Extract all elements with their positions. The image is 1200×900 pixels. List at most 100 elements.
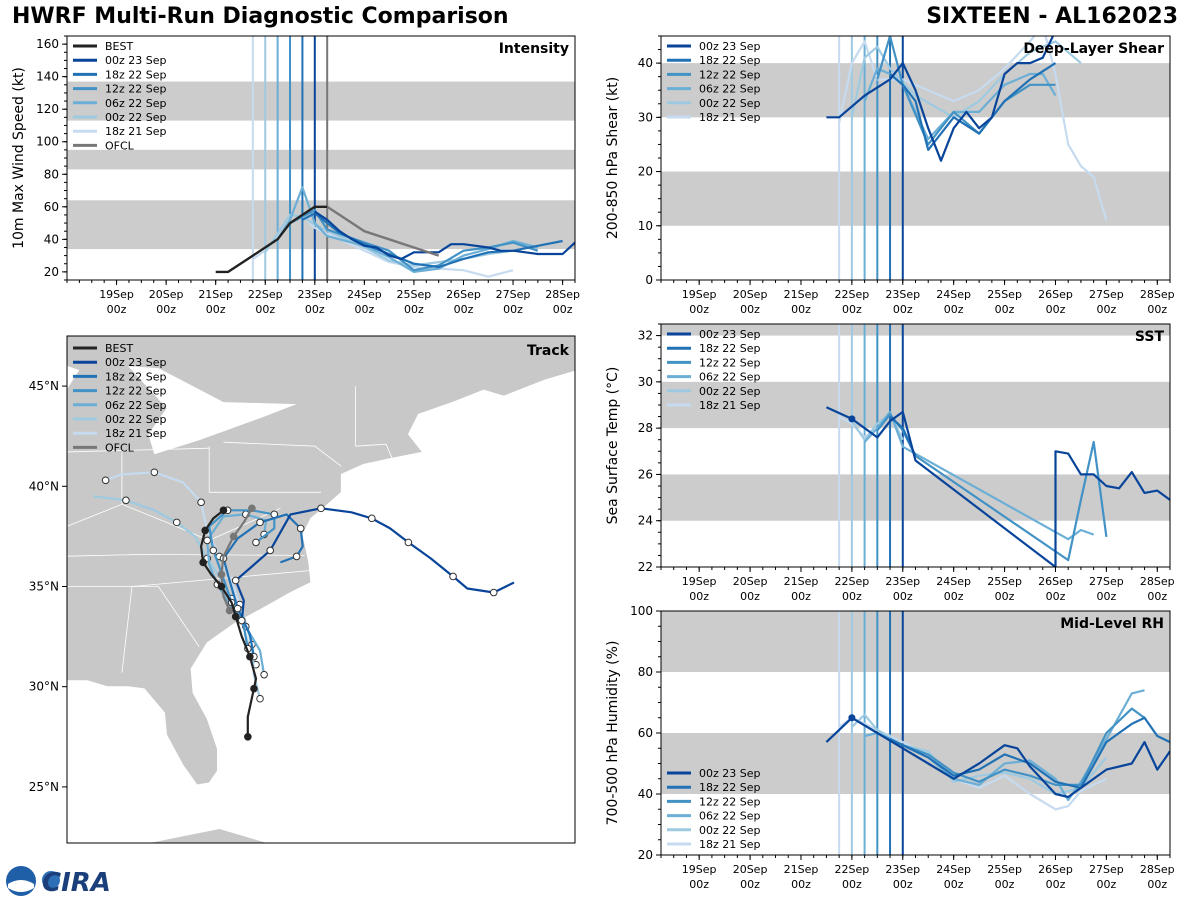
legend-label: 06z 22 Sep [699,810,761,823]
x-tick-hour: 00z [791,590,811,603]
series-line [314,210,575,260]
x-tick-day: 23Sep [885,288,920,301]
x-tick-day: 27Sep [1089,863,1124,876]
state-line [355,443,393,459]
x-tick-day: 20Sep [733,288,768,301]
y-tick-label: 0 [645,273,653,287]
logo-text: CIRA [42,868,111,898]
x-tick-day: 25Sep [987,863,1022,876]
series-line [825,406,1170,567]
x-tick-day: 19Sep [682,575,717,588]
legend-label: 12z 22 Sep [105,83,167,96]
legend-label: BEST [105,342,133,355]
x-tick-hour: 00z [689,303,709,316]
x-tick-day: 22Sep [248,288,283,301]
x-tick-hour: 00z [995,303,1015,316]
track-line-point [172,518,181,527]
lat-label: 45°N [29,379,59,393]
x-tick-hour: 00z [893,590,913,603]
x-tick-day: 27Sep [1089,288,1124,301]
x-tick-hour: 00z [842,590,862,603]
x-tick-day: 21Sep [784,575,819,588]
x-tick-hour: 00z [842,878,862,891]
track-line-point [101,476,110,485]
series-line [276,186,539,273]
best-line [215,205,328,274]
y-tick-label: 22 [638,560,653,574]
cuba [149,829,267,843]
track-line-point [197,498,205,507]
y-tick-label: 140 [36,70,59,84]
x-tick-day: 28Sep [1140,575,1175,588]
x-tick-hour: 00z [689,878,709,891]
x-tick-hour: 00z [842,303,862,316]
x-tick-hour: 00z [1096,303,1116,316]
band [661,324,1170,336]
best-track-point [244,732,252,741]
state-line [67,553,305,557]
band [67,81,575,121]
plot-area [826,36,1108,221]
x-tick-hour: 00z [354,303,374,316]
y-axis-label: 700-500 hPa Humidity (%) [605,641,621,826]
x-tick-day: 23Sep [885,863,920,876]
x-tick-hour: 00z [740,878,760,891]
x-tick-hour: 00z [944,303,964,316]
series-line [876,707,1146,787]
x-tick-day: 26Sep [1038,863,1073,876]
legend-label: 00z 22 Sep [699,824,761,837]
x-tick-hour: 00z [1147,878,1167,891]
legend-label: 00z 22 Sep [105,413,167,426]
y-tick-label: 30 [638,375,653,389]
x-tick-hour: 00z [156,303,176,316]
best-track-point [246,652,254,661]
chart-panel-3: 20 40 60 80 100 19Sep 00z 20Sep 00z 21Sep 00z 22Sep… [605,604,1175,891]
x-tick-hour: 00z [740,590,760,603]
x-tick-hour: 00z [305,303,325,316]
legend-label: 18z 21 Sep [699,838,761,851]
track-line-point [404,538,413,547]
ofcl-track [220,507,253,611]
x-tick-hour: 00z [1147,303,1167,316]
legend-label: 12z 22 Sep [699,68,761,81]
y-tick-label: 24 [638,514,653,528]
band [661,381,1170,429]
legend-label: 00z 23 Sep [699,40,761,53]
band [67,149,575,170]
series-line [851,713,1108,796]
lat-label: 25°N [29,780,59,794]
track-line [222,513,304,657]
x-tick-hour: 00z [995,590,1015,603]
track-line-point [237,616,246,625]
x-tick-day: 24Sep [936,863,971,876]
y-tick-label: 120 [36,102,59,116]
x-tick-day: 26Sep [1038,288,1073,301]
map-area [67,336,575,843]
legend-label: 00z 23 Sep [699,767,761,780]
track-line-point [233,604,242,613]
x-tick-hour: 00z [553,303,573,316]
plot-area [215,186,575,278]
x-tick-hour: 00z [1046,303,1066,316]
x-tick-day: 19Sep [682,288,717,301]
track-line-point [209,546,218,555]
series-line [889,716,1170,790]
best-track-point [199,558,207,567]
y-tick-label: 100 [36,135,59,149]
x-tick-hour: 00z [1046,878,1066,891]
figure-title: HWRF Multi-Run Diagnostic Comparison [12,4,509,29]
legend-label: 12z 22 Sep [699,356,761,369]
state-line [223,441,342,467]
y-tick-label: 40 [44,232,59,246]
y-tick-label: 32 [638,329,653,343]
x-tick-hour: 00z [893,878,913,891]
chart-panel-1: 0 10 20 30 40 19Sep 00z 20Sep 00z 21Sep 00z 22Sep 00… [605,35,1175,316]
track-title: Track [527,343,570,359]
track-line-point [449,572,457,581]
track-line-point [292,552,301,561]
best-track-point [219,506,228,515]
